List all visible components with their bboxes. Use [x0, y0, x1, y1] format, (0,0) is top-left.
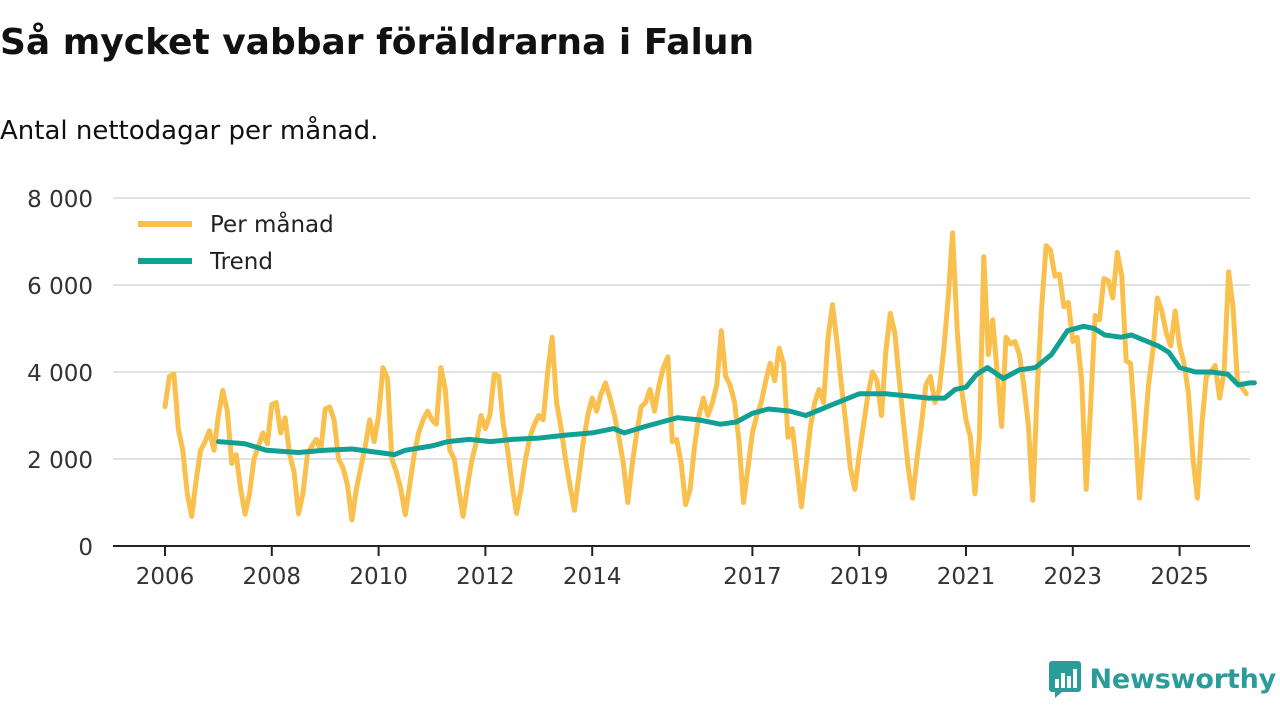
y-tick-label: 4 000	[27, 361, 93, 387]
brand-logo: Newsworthy	[1048, 658, 1276, 700]
y-axis-ticks: 0 2 000 4 000 6 000 8 000	[27, 187, 93, 561]
line-chart: 02 0004 0006 0008 000 2006 2008 2010 2012 20…	[0, 0, 1280, 720]
x-tick-label: 2021	[937, 564, 996, 590]
legend-label-per-manad: Per månad	[210, 210, 334, 238]
y-tick-label: 6 000	[27, 274, 93, 300]
x-tick-label: 2023	[1044, 564, 1103, 590]
legend-label-trend: Trend	[209, 249, 273, 275]
x-tick-label: 2010	[349, 564, 408, 590]
x-tick-label: 2025	[1150, 564, 1209, 590]
brand-name: Newsworthy	[1090, 664, 1276, 695]
x-tick-label: 2014	[563, 564, 622, 590]
x-tick-label: 2017	[723, 564, 782, 590]
x-tick-label: 2012	[456, 564, 515, 590]
newsworthy-logo-icon	[1048, 659, 1082, 699]
legend: Per månad Trend	[130, 204, 348, 284]
y-tick-label: 8 000	[27, 187, 93, 213]
y-tick-label: 2 000	[27, 448, 93, 474]
x-tick-label: 2019	[830, 564, 889, 590]
x-tick-label: 2006	[136, 564, 195, 590]
x-axis-ticks: 2006 2008 2010 2012 2014 2017 2019 2021 2023 2025	[136, 546, 1209, 590]
x-tick-label: 2008	[243, 564, 302, 590]
y-tick-label: 0	[78, 535, 93, 561]
